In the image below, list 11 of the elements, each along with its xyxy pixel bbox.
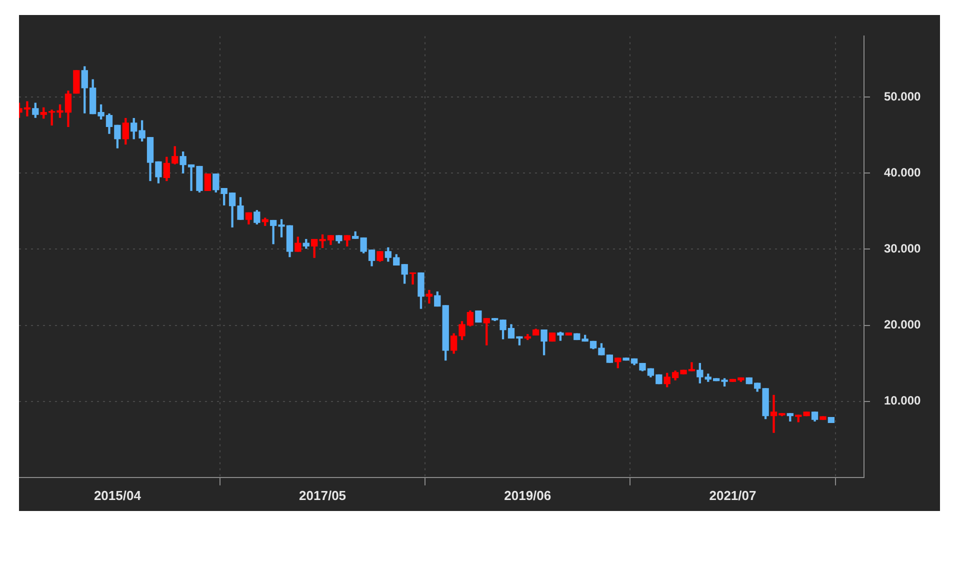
candlestick bbox=[409, 272, 416, 285]
x-tick-label: 2017/05 bbox=[299, 488, 346, 503]
candlestick bbox=[426, 290, 433, 304]
x-tick-label: 2019/06 bbox=[504, 488, 552, 503]
y-tick-label: 50.000 bbox=[884, 89, 922, 104]
y-tick-label: 30.000 bbox=[884, 242, 922, 256]
x-tick-label: 2015/04 bbox=[94, 488, 142, 503]
x-tick-label: 2021/07 bbox=[709, 488, 756, 503]
y-tick-label: 20.000 bbox=[884, 318, 922, 332]
y-tick-label: 40.000 bbox=[884, 165, 922, 180]
y-tick-label: 10.000 bbox=[884, 394, 922, 408]
